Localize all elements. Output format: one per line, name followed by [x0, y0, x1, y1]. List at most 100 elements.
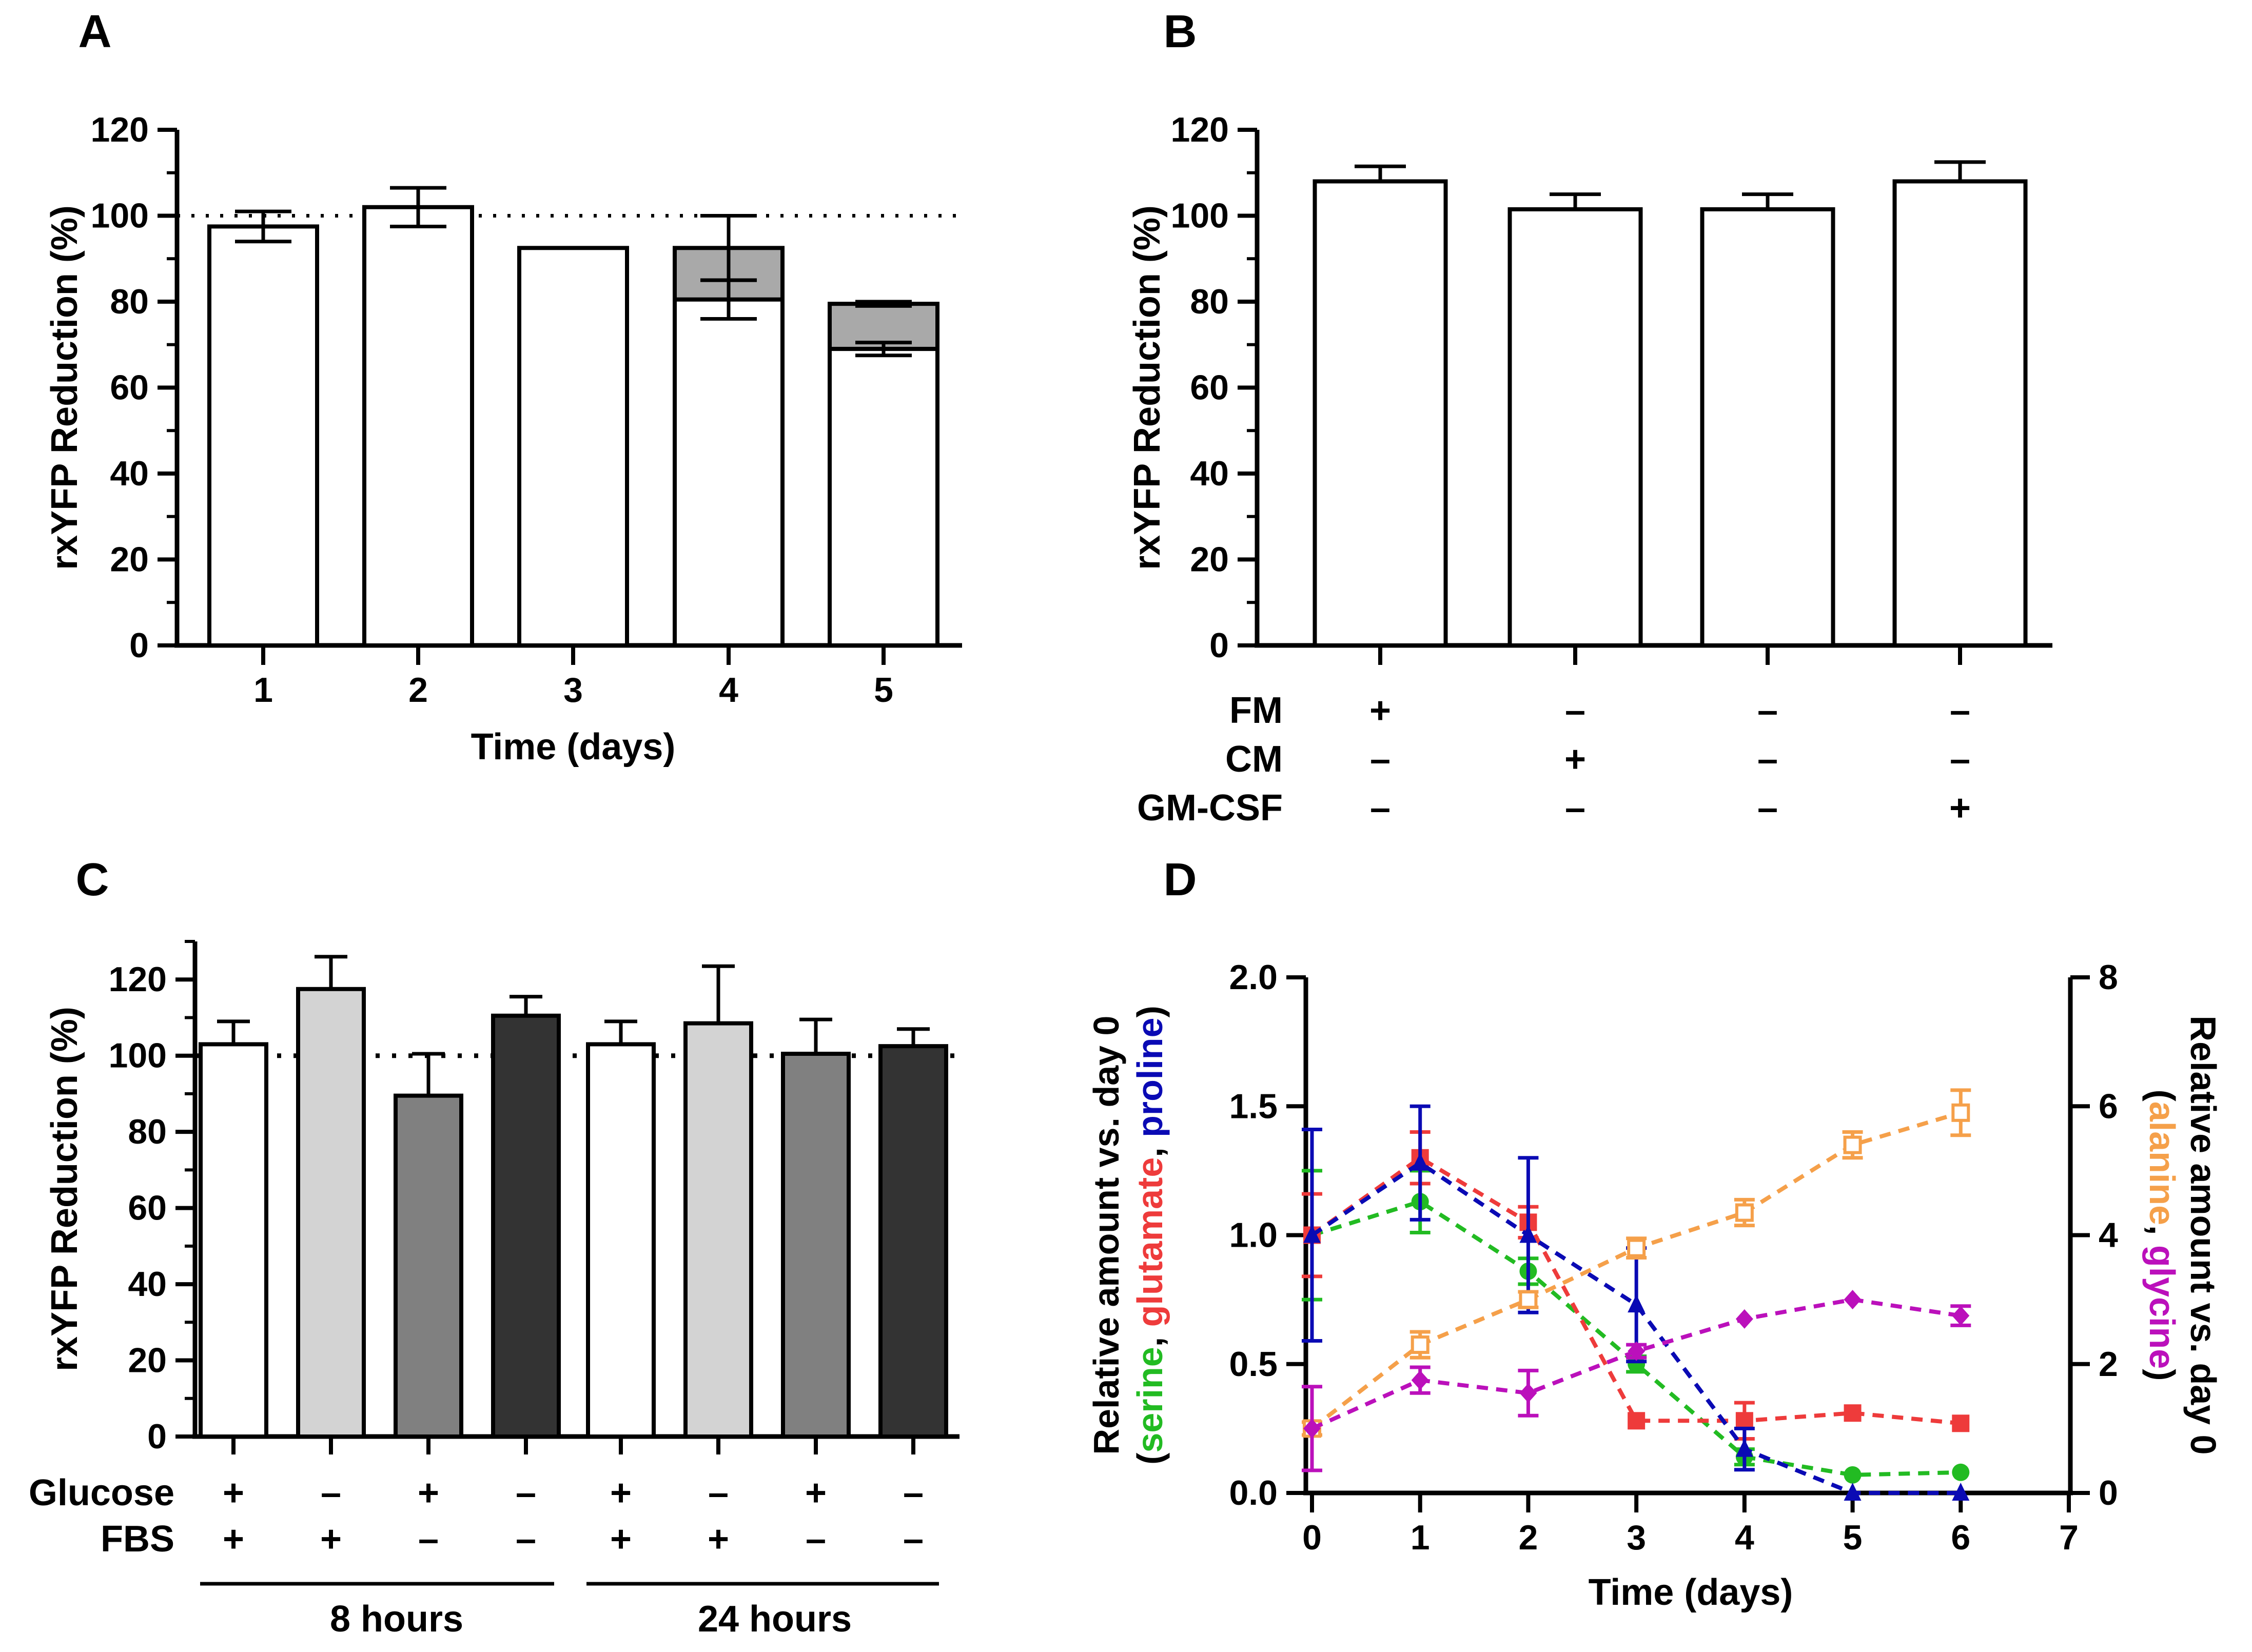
panelC-condition-mark: +: [223, 1519, 244, 1560]
panelB-condition-label: GM-CSF: [1137, 788, 1283, 829]
panelA-y-axis-title: rxYFP Reduction (%): [44, 205, 85, 570]
panelC-condition-mark: +: [320, 1519, 342, 1560]
panelB-condition-mark: –: [1757, 788, 1778, 829]
panelB-bar: [1700, 207, 1835, 647]
panelD-left-y-title-line2-part: (: [1130, 1452, 1170, 1465]
panelB-bar: [1313, 179, 1448, 647]
panelD-left-y-tick-label: 1.5: [1229, 1087, 1278, 1126]
panel-label-C: C: [76, 854, 109, 906]
panelB-condition-mark: –: [1565, 690, 1585, 731]
panelD-right-y-title-line2-part: alanine: [2142, 1102, 2182, 1225]
panelC-y-axis-title: rxYFP Reduction (%): [44, 1007, 85, 1371]
panelB-condition-mark: +: [1369, 690, 1391, 731]
panelD-right-y-tick-label: 2: [2099, 1345, 2118, 1384]
panelA-x-axis-title: Time (days): [471, 726, 676, 768]
panelB-y-tick-label: 20: [1190, 540, 1229, 579]
panelC-condition-mark: +: [708, 1519, 729, 1560]
panelD-right-y-tick-label: 4: [2099, 1216, 2118, 1255]
panelC-condition-mark: +: [805, 1472, 827, 1513]
panelD-right-y-title-line2-part: ): [2142, 1369, 2182, 1381]
panelA-bar-white: [673, 297, 785, 647]
panelC-bar: [199, 1042, 268, 1439]
panelB-condition-mark: –: [1757, 739, 1778, 780]
panelA-x-tick-label: 3: [563, 671, 583, 710]
panelD-right-y-tick-label: 8: [2099, 958, 2118, 997]
panelA-y-tick-label: 60: [110, 368, 149, 407]
panelD-point-serine: [1952, 1463, 1970, 1481]
panelC-condition-mark: –: [321, 1472, 341, 1513]
panelD-left-y-tick-label: 1.0: [1229, 1216, 1278, 1255]
panelD-point-alanine: [1519, 1290, 1538, 1309]
panelC-group-label-24h: 24 hours: [698, 1599, 852, 1640]
panel-label-B: B: [1164, 6, 1197, 57]
panelD-point-proline: [1411, 1152, 1429, 1171]
panelC-bar: [394, 1093, 463, 1439]
panelD-point-glutamate: [1952, 1414, 1970, 1432]
panelA-y-tick-label: 40: [110, 454, 149, 493]
panelD-point-proline: [1735, 1439, 1753, 1457]
panelB-bar: [1507, 207, 1643, 647]
panelC-condition-mark: –: [903, 1472, 924, 1513]
panelD-left-y-title-line2-part: ,: [1130, 1327, 1170, 1347]
panelB-condition-mark: –: [1370, 788, 1391, 829]
panelA-y-tick-label: 0: [129, 626, 149, 665]
panelB-condition-mark: +: [1949, 788, 1971, 829]
panelB-y-tick-label: 0: [1209, 626, 1229, 665]
panelD-x-tick-label: 2: [1519, 1518, 1538, 1557]
panelD-right-y-title-line2-part: (: [2142, 1090, 2182, 1102]
panelA-y-tick-label: 100: [91, 196, 149, 235]
panelD-point-glycine: [1952, 1306, 1970, 1326]
panelD-point-glutamate: [1628, 1412, 1646, 1430]
panelC-condition-mark: +: [418, 1472, 439, 1513]
panelC-bar: [296, 987, 366, 1439]
panelC-condition-mark: –: [418, 1519, 439, 1560]
panelD-left-y-tick-label: 0.0: [1229, 1473, 1278, 1512]
panelC-y-tick-label: 80: [128, 1112, 167, 1151]
panelC-bar: [781, 1051, 851, 1439]
panelB-y-tick-label: 80: [1190, 282, 1229, 321]
panelB-condition-mark: –: [1950, 690, 1970, 731]
panelD-point-glycine: [1411, 1370, 1429, 1390]
panelD-right-y-title-line2: (alanine, glycine): [2142, 1090, 2182, 1381]
panelD-x-tick-label: 0: [1302, 1518, 1322, 1557]
panelD-point-alanine: [1735, 1203, 1754, 1222]
panelC-condition-mark: –: [708, 1472, 729, 1513]
panelB-y-tick-label: 120: [1171, 110, 1229, 149]
panelC-group-label-8h: 8 hours: [330, 1599, 463, 1640]
panelB-condition-mark: +: [1564, 739, 1586, 780]
panelD-point-glycine: [1519, 1383, 1537, 1403]
panelD-right-y-tick-label: 0: [2099, 1473, 2118, 1512]
panelA-x-tick-label: 5: [874, 671, 893, 710]
panelD-point-glycine: [1844, 1290, 1862, 1310]
panelD-point-serine: [1844, 1466, 1862, 1484]
panelD-left-y-title-line2: (serine, glutamate, proline): [1130, 1006, 1170, 1465]
panelD-point-proline: [1519, 1225, 1537, 1243]
panelC-bar: [878, 1044, 948, 1439]
panelD-left-y-tick-label: 0.5: [1229, 1345, 1278, 1384]
panelB-condition-label: FM: [1229, 690, 1283, 731]
panelA-x-tick-label: 4: [719, 671, 738, 710]
panelD-point-alanine: [1627, 1238, 1646, 1257]
panelB-y-axis-title: rxYFP Reduction (%): [1127, 205, 1168, 570]
panelC-y-tick-label: 100: [109, 1036, 167, 1075]
panelD-left-y-title-line2-part: glutamate: [1130, 1157, 1170, 1327]
panelC-bar: [683, 1021, 753, 1439]
panelD-point-alanine: [1951, 1103, 1970, 1122]
panelD-x-tick-label: 6: [1951, 1518, 1970, 1557]
panelC-condition-mark: –: [516, 1472, 536, 1513]
panelD-left-y-title-line2-part: proline: [1130, 1017, 1170, 1137]
panelC-condition-mark: –: [516, 1519, 536, 1560]
panelD-right-y-title-line1: Relative amount vs. day 0: [2183, 1016, 2223, 1455]
panelC-condition-mark: –: [806, 1519, 826, 1560]
panelD-x-tick-label: 4: [1735, 1518, 1754, 1557]
panelB-bar: [1892, 179, 2028, 647]
panelB-condition-mark: –: [1757, 690, 1778, 731]
panelB-condition-mark: –: [1370, 739, 1391, 780]
panelA-y-tick-label: 80: [110, 282, 149, 321]
panelD-point-glutamate: [1735, 1412, 1753, 1430]
panelD-left-y-tick-label: 2.0: [1229, 958, 1278, 997]
panelD-left-y-title-line2-part: ,: [1130, 1137, 1170, 1157]
panelD-point-proline: [1952, 1483, 1970, 1501]
panelC-y-tick-label: 60: [128, 1189, 167, 1228]
